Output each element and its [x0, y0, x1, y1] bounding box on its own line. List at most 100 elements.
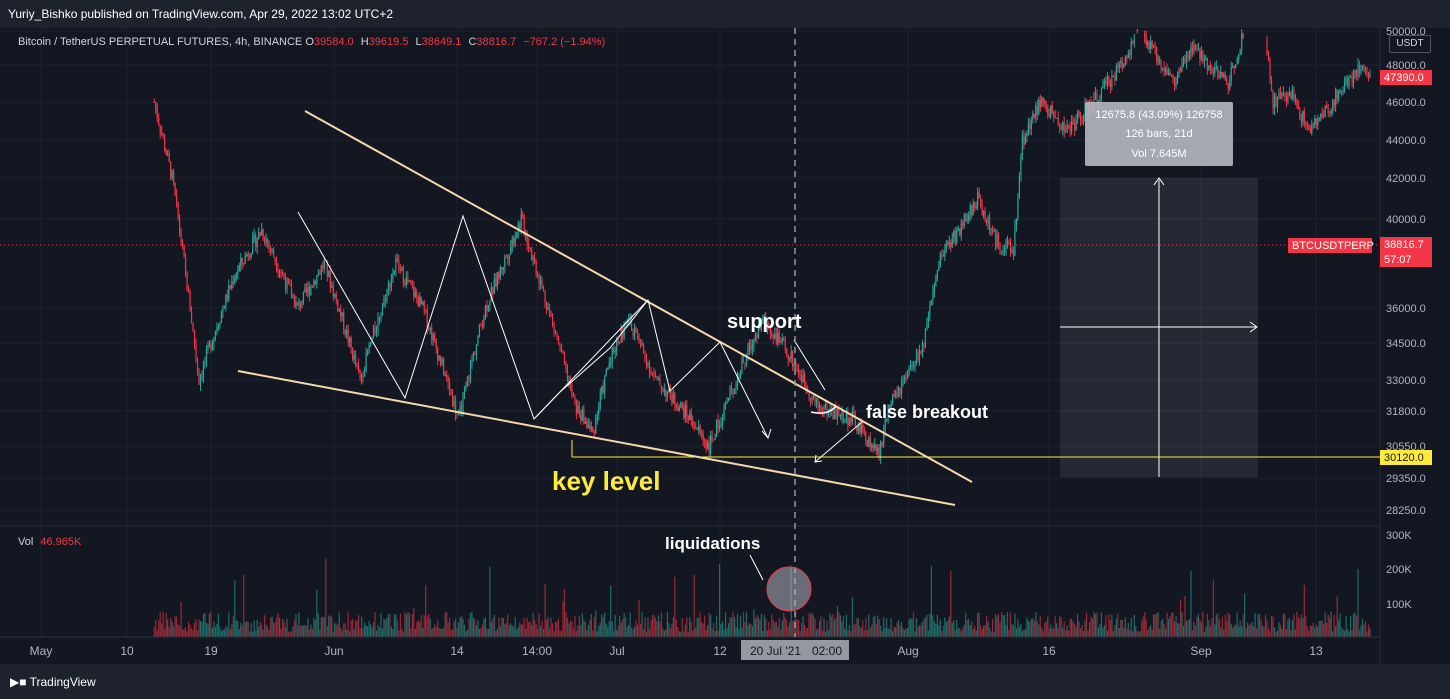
volume-bar	[216, 623, 218, 637]
volume-bar	[453, 621, 455, 637]
time-axis[interactable]: May 10 19 Jun 14 14:00 Jul 12 Aug 16 Sep 13	[30, 644, 1323, 658]
candle-body	[158, 118, 160, 126]
volume-bar	[414, 628, 416, 637]
candle-body	[1021, 135, 1023, 156]
volume-bar	[1041, 627, 1043, 637]
candle-body	[611, 347, 613, 363]
candle-body	[347, 330, 349, 343]
candle-body	[358, 364, 360, 371]
volume-bar	[1339, 613, 1341, 637]
volume-bar	[381, 628, 384, 637]
upper-trendline[interactable]	[304, 110, 973, 483]
ohlc-change: −767.2 (−1.94%)	[523, 36, 606, 48]
price-chart[interactable]: support false breakout key level liquida…	[0, 0, 1450, 664]
candle-body	[1339, 90, 1341, 92]
volume-bar	[701, 621, 703, 637]
volume-bar	[358, 615, 360, 637]
candle-body	[744, 362, 746, 364]
candle-body	[805, 386, 807, 388]
candle-body	[1039, 99, 1041, 107]
volume-bar	[1066, 625, 1068, 637]
volume-bar	[1266, 620, 1268, 637]
lower-trendline[interactable]	[237, 370, 956, 506]
candle-body	[736, 376, 739, 387]
candle-body	[278, 271, 281, 273]
volume-bar	[974, 625, 976, 637]
candle-body	[565, 361, 567, 367]
volume-bar	[868, 614, 870, 637]
volume-bar	[1027, 620, 1029, 637]
candle-body	[959, 228, 961, 236]
liquidations-circle[interactable]	[766, 566, 812, 612]
volume-bar	[1124, 617, 1126, 637]
volume-bar	[562, 601, 564, 637]
candle-body	[574, 396, 576, 401]
candle-body	[338, 308, 340, 311]
candle-body	[196, 357, 199, 370]
candle-body	[359, 370, 361, 379]
candle-body	[1281, 95, 1283, 99]
volume-bar	[811, 612, 813, 637]
volume-bar	[352, 618, 354, 637]
candle-body	[1230, 67, 1232, 81]
candle-body	[1223, 74, 1225, 77]
candle-body	[918, 351, 921, 360]
volume-bar	[1042, 631, 1044, 637]
candle-body	[610, 362, 612, 364]
volume-bar	[1318, 621, 1320, 637]
volume-bar	[941, 630, 943, 637]
volume-bar	[659, 621, 661, 637]
candle-body	[960, 223, 962, 236]
candle-body	[651, 372, 654, 374]
volume-bar	[405, 614, 407, 637]
candle-body	[775, 333, 777, 344]
volume-bar	[369, 624, 372, 637]
candle-body	[572, 393, 575, 397]
volume-bar	[1012, 625, 1015, 637]
price-axis[interactable]: 50000.048000.046000.044000.042000.040000…	[1386, 26, 1426, 517]
volume-bar	[447, 622, 449, 637]
candle-body	[174, 183, 176, 195]
price-tick-label: 33000.0	[1386, 375, 1426, 387]
candle-body	[860, 424, 862, 433]
candle-body	[1330, 108, 1332, 114]
volume-bar	[1120, 620, 1122, 637]
candle-body	[602, 386, 604, 393]
volume-bar	[833, 619, 836, 637]
volume-bar	[293, 620, 296, 637]
volume-bar	[936, 614, 938, 637]
volume-bar	[1267, 628, 1270, 637]
footer-bar: ▶■ TradingView	[0, 664, 1450, 699]
volume-bar	[836, 605, 839, 637]
time-tick-label: Sep	[1190, 644, 1212, 658]
volume-bar	[323, 617, 325, 637]
candle-body	[168, 153, 170, 162]
candle-body	[408, 280, 410, 282]
volume-bar	[1227, 612, 1229, 637]
currency-button[interactable]: USDT	[1389, 35, 1431, 53]
candle-body	[1071, 121, 1073, 132]
volume-bar	[542, 628, 545, 637]
candle-body	[614, 350, 616, 353]
candle-body	[1357, 63, 1359, 77]
volume-bar	[853, 624, 855, 637]
volume-bar	[258, 626, 260, 637]
candle-body	[1194, 45, 1197, 49]
candle-body	[687, 416, 689, 420]
candle-body	[717, 420, 719, 428]
volume-bar	[1141, 621, 1143, 637]
volume-bar	[317, 613, 319, 637]
volume-tick-label: 300K	[1386, 530, 1412, 542]
volume-bar	[935, 623, 937, 637]
candle-body	[389, 283, 391, 289]
volume-bar	[560, 630, 563, 637]
volume-bar	[299, 625, 302, 637]
candle-body	[1017, 198, 1019, 219]
volume-bar	[1000, 612, 1003, 637]
volume-bar	[1023, 629, 1025, 637]
volume-bar	[893, 626, 895, 637]
candle-body	[886, 418, 888, 420]
candle-body	[927, 315, 930, 323]
candle-body	[842, 410, 844, 422]
volume-bar	[1214, 624, 1216, 637]
